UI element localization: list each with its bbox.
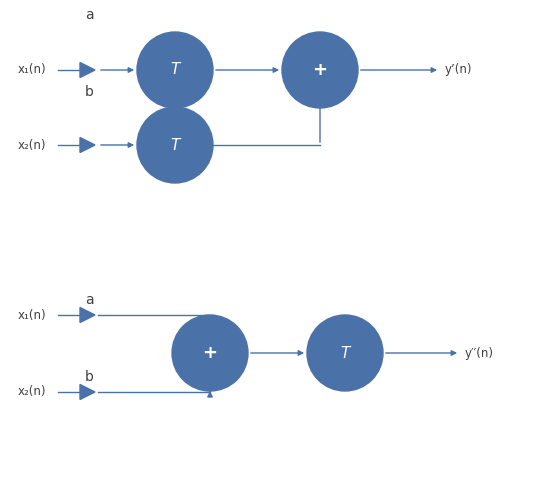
- Text: x₁(n): x₁(n): [18, 308, 46, 322]
- Circle shape: [137, 32, 213, 108]
- Text: a: a: [85, 8, 93, 22]
- Circle shape: [137, 107, 213, 183]
- Circle shape: [172, 315, 248, 391]
- Text: x₂(n): x₂(n): [18, 386, 46, 398]
- Text: +: +: [202, 344, 217, 362]
- Text: T: T: [170, 138, 180, 152]
- Text: T: T: [340, 346, 349, 360]
- Text: T: T: [170, 62, 180, 78]
- Circle shape: [307, 315, 383, 391]
- Text: x₂(n): x₂(n): [18, 138, 46, 151]
- Polygon shape: [80, 384, 95, 400]
- Text: y’(n): y’(n): [445, 64, 472, 76]
- Text: +: +: [312, 61, 327, 79]
- Circle shape: [282, 32, 358, 108]
- Text: x₁(n): x₁(n): [18, 64, 46, 76]
- Text: y′′(n): y′′(n): [465, 346, 494, 360]
- Polygon shape: [80, 308, 95, 322]
- Text: b: b: [85, 370, 94, 384]
- Text: b: b: [85, 85, 94, 99]
- Text: a: a: [85, 293, 93, 307]
- Polygon shape: [80, 62, 95, 78]
- Polygon shape: [80, 138, 95, 152]
